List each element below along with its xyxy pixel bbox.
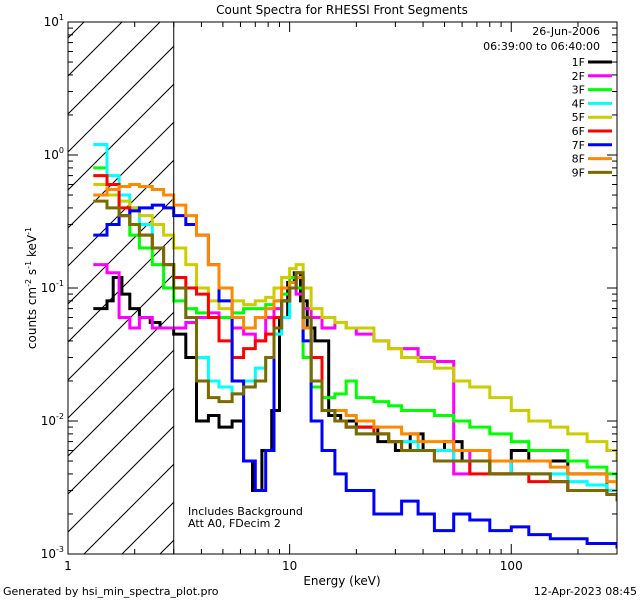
legend-label-4F: 4F	[572, 97, 585, 110]
legend-date: 26-Jun-2006	[532, 25, 600, 38]
hatch-line	[68, 22, 123, 77]
x-tick-label: 100	[500, 559, 523, 573]
series-4F-line	[93, 143, 617, 495]
hatch-line	[68, 22, 161, 115]
legend-label-1F: 1F	[572, 56, 585, 69]
series-9F-line	[93, 199, 617, 502]
y-label-exp: -2	[24, 279, 33, 287]
hatch-line	[616, 22, 640, 554]
y-label-part: keV	[25, 234, 39, 261]
x-axis-label: Energy (keV)	[303, 574, 380, 588]
x-tick-label: 1	[64, 559, 72, 573]
footer-generator: Generated by hsi_min_spectra_plot.pro	[3, 585, 219, 598]
legend-label-9F: 9F	[572, 166, 585, 179]
series-7F-line	[93, 203, 617, 549]
legend-label-8F: 8F	[572, 153, 585, 166]
hatch-line	[68, 197, 174, 305]
hatch-line	[68, 425, 174, 533]
legend-label-5F: 5F	[572, 111, 585, 124]
y-tick-label: 101	[44, 13, 64, 29]
legend: 26-Jun-2006 06:39:00 to 06:40:00 1F2F3F4…	[483, 25, 612, 179]
series-8F-line	[93, 183, 617, 491]
x-tick-label: 10	[282, 559, 297, 573]
hatch-line	[83, 463, 174, 554]
y-tick-label: 10-1	[41, 279, 64, 295]
y-label-part: counts cm	[25, 287, 39, 349]
hatch-line	[68, 387, 174, 495]
annotation-background: Includes Background	[188, 505, 303, 518]
series-6F-line	[93, 174, 617, 502]
legend-label-6F: 6F	[572, 125, 585, 138]
y-tick-label: 10-2	[41, 412, 64, 428]
footer-timestamp: 12-Apr-2023 08:45	[534, 585, 637, 598]
y-label-part: s	[25, 269, 39, 279]
y-label-exp: -1	[24, 227, 33, 235]
hatch-line	[68, 83, 174, 191]
legend-label-7F: 7F	[572, 139, 585, 152]
annotation-attenuator: Att A0, FDecim 2	[188, 517, 281, 530]
hatch-line	[68, 273, 174, 381]
hatch-line	[68, 45, 174, 153]
y-tick-label: 10-3	[41, 545, 64, 561]
hatch-line	[0, 22, 8, 554]
hatch-line	[0, 22, 46, 554]
series-3F-line	[93, 166, 617, 482]
legend-label-2F: 2F	[572, 70, 585, 83]
y-axis-label: counts cm-2 s-1 keV-1	[24, 227, 39, 349]
y-label-exp: -1	[24, 261, 33, 269]
legend-label-3F: 3F	[572, 84, 585, 97]
axis-ticks: 1 10 100 10-3 10-2 10-1 100 101	[41, 13, 618, 573]
y-tick-label: 100	[44, 146, 64, 162]
legend-time-range: 06:39:00 to 06:40:00	[483, 40, 600, 53]
chart-title: Count Spectra for RHESSI Front Segments	[216, 3, 468, 17]
series-lines	[93, 143, 617, 549]
